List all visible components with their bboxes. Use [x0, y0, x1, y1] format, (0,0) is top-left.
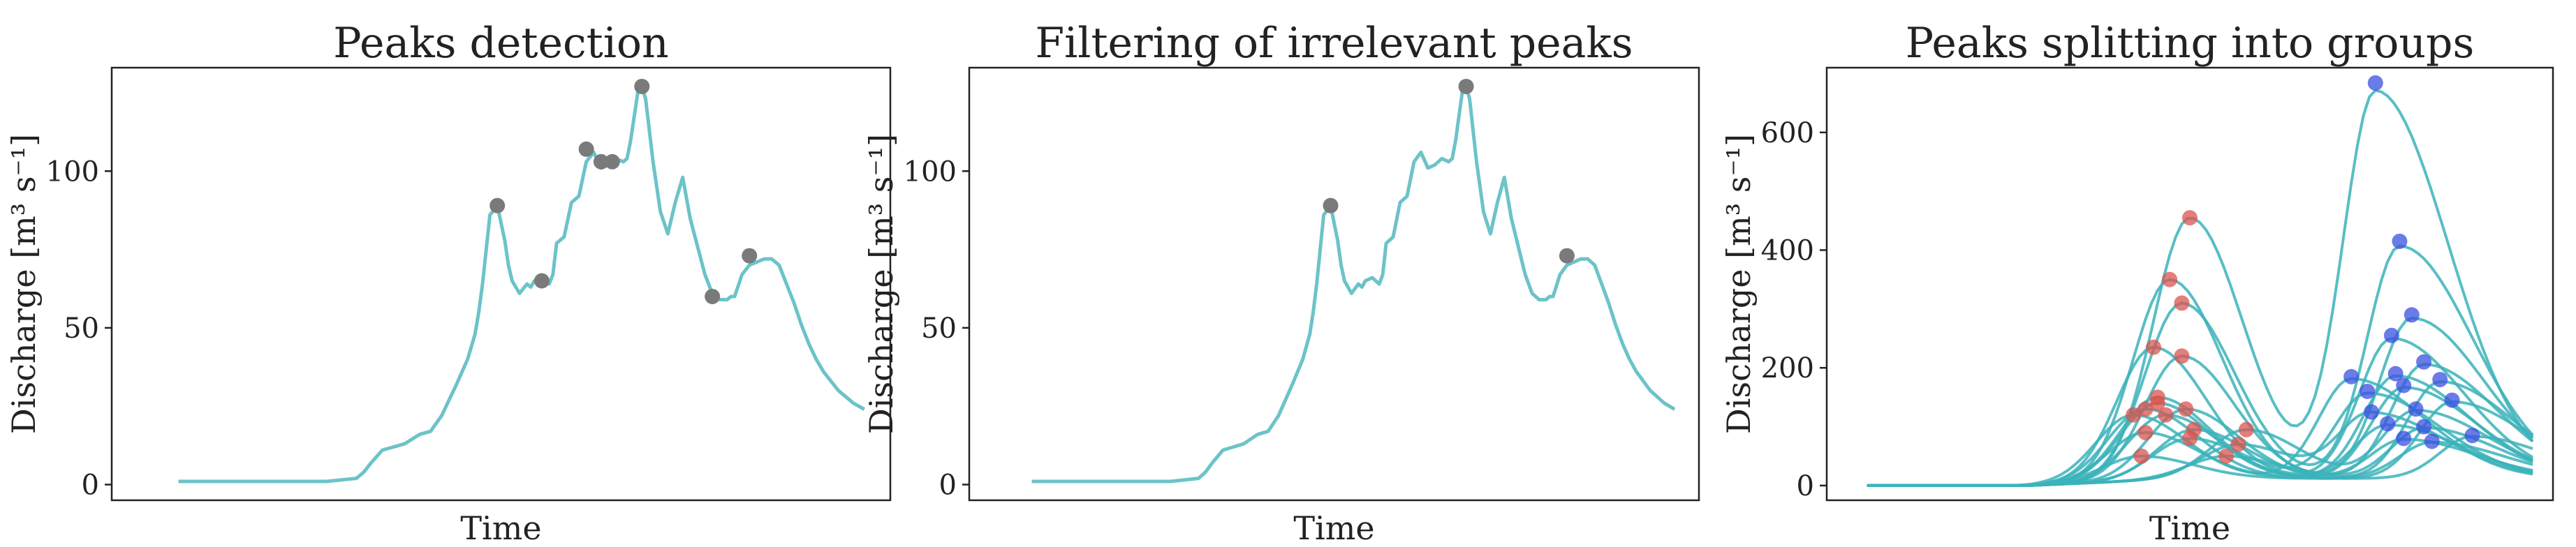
peak-marker-group-2 — [2343, 368, 2360, 384]
x-axis-label: Time — [460, 509, 541, 547]
peak-marker-group-2 — [2383, 327, 2399, 343]
series-line-discharge — [1031, 84, 1676, 484]
y-tick-label: 600 — [1761, 117, 1814, 149]
peak-marker — [1323, 197, 1339, 213]
peak-marker-group-1 — [2149, 389, 2165, 405]
peak-marker-group-2 — [2364, 404, 2379, 420]
peak-marker-group-2 — [2396, 377, 2412, 394]
peak-marker — [490, 197, 506, 213]
y-axis: 0 50 100 — [904, 156, 969, 502]
peak-marker-group-1 — [2137, 401, 2154, 417]
peak-marker-group-1 — [2186, 421, 2202, 437]
peak-marker-group-2 — [2367, 75, 2383, 91]
peak-marker-group-1 — [2162, 271, 2178, 287]
peak-marker-group-1 — [2137, 424, 2154, 440]
chart-panel-peaks-detection: Peaks detection 0 50 100 Time Discharge [m… — [5, 19, 892, 547]
peak-marker — [705, 288, 721, 304]
peak-marker-group-2 — [2392, 233, 2408, 249]
chart-title: Peaks splitting into groups — [1906, 19, 2474, 68]
plot-frame — [1825, 66, 2554, 502]
peak-marker-group-2 — [2408, 401, 2424, 417]
series-line-discharge — [178, 84, 866, 484]
y-tick-label: 100 — [46, 156, 99, 188]
peak-marker — [1559, 248, 1575, 264]
peak-marker-group-1 — [2218, 448, 2234, 464]
peak-marker — [593, 153, 609, 170]
y-tick-label: 0 — [1797, 470, 1814, 502]
chart-panel-splitting: Peaks splitting into groups 0 200 400 600 T… — [1720, 19, 2554, 547]
peak-marker-group-1 — [2238, 421, 2254, 437]
peak-marker — [578, 141, 594, 157]
chart-title: Peaks detection — [333, 19, 668, 68]
y-tick-label: 400 — [1761, 234, 1814, 267]
y-tick-label: 50 — [921, 313, 957, 345]
peak-marker-group-2 — [2416, 419, 2432, 435]
peak-marker-group-2 — [2464, 428, 2480, 444]
peak-marker-group-1 — [2174, 295, 2190, 311]
peak-marker-group-1 — [2126, 407, 2142, 423]
x-axis-label: Time — [2149, 509, 2230, 547]
peak-marker-group-1 — [2178, 401, 2194, 417]
peak-marker-group-2 — [2404, 307, 2420, 323]
peak-marker — [634, 78, 650, 94]
plot-frame — [110, 66, 892, 502]
y-tick-label: 50 — [64, 313, 99, 345]
plot-marks — [178, 78, 866, 484]
peak-marker — [533, 273, 550, 289]
peak-marker-group-1 — [2146, 339, 2161, 355]
chart-panel-filtering: Filtering of irrelevant peaks 0 50 100 Tim… — [862, 19, 1700, 547]
peak-marker-group-1 — [2182, 210, 2198, 226]
y-tick-label: 0 — [82, 470, 99, 502]
peak-marker — [742, 248, 758, 264]
peak-marker-group-2 — [2380, 416, 2396, 432]
peak-marker — [604, 153, 620, 170]
peak-marker-group-1 — [2133, 448, 2149, 464]
peak-marker-group-1 — [2158, 407, 2174, 423]
peak-marker-group-2 — [2387, 366, 2404, 382]
peak-marker-group-2 — [2360, 383, 2376, 399]
y-tick-label: 200 — [1761, 352, 1814, 384]
y-tick-label: 100 — [904, 156, 957, 188]
peak-marker-group-2 — [2416, 354, 2432, 370]
y-axis: 0 50 100 — [46, 156, 112, 502]
x-axis-label: Time — [1293, 509, 1374, 547]
peak-marker-group-2 — [2424, 433, 2440, 449]
plot-marks — [1867, 75, 2534, 487]
y-axis: 0 200 400 600 — [1761, 117, 1827, 502]
peak-marker-group-1 — [2174, 348, 2190, 364]
peak-marker-group-2 — [2396, 430, 2412, 447]
y-axis-label: Discharge [m³ s⁻¹] — [1720, 134, 1758, 434]
chart-title: Filtering of irrelevant peaks — [1035, 19, 1633, 68]
plot-frame — [968, 66, 1700, 502]
peak-marker-group-1 — [2230, 436, 2246, 452]
peak-marker — [1458, 78, 1474, 94]
y-axis-label: Discharge [m³ s⁻¹] — [5, 134, 43, 434]
y-axis-label: Discharge [m³ s⁻¹] — [862, 134, 900, 434]
peak-marker-group-2 — [2444, 392, 2460, 408]
plot-marks — [1031, 78, 1676, 484]
peak-marker-group-2 — [2432, 372, 2448, 388]
y-tick-label: 0 — [939, 470, 957, 502]
